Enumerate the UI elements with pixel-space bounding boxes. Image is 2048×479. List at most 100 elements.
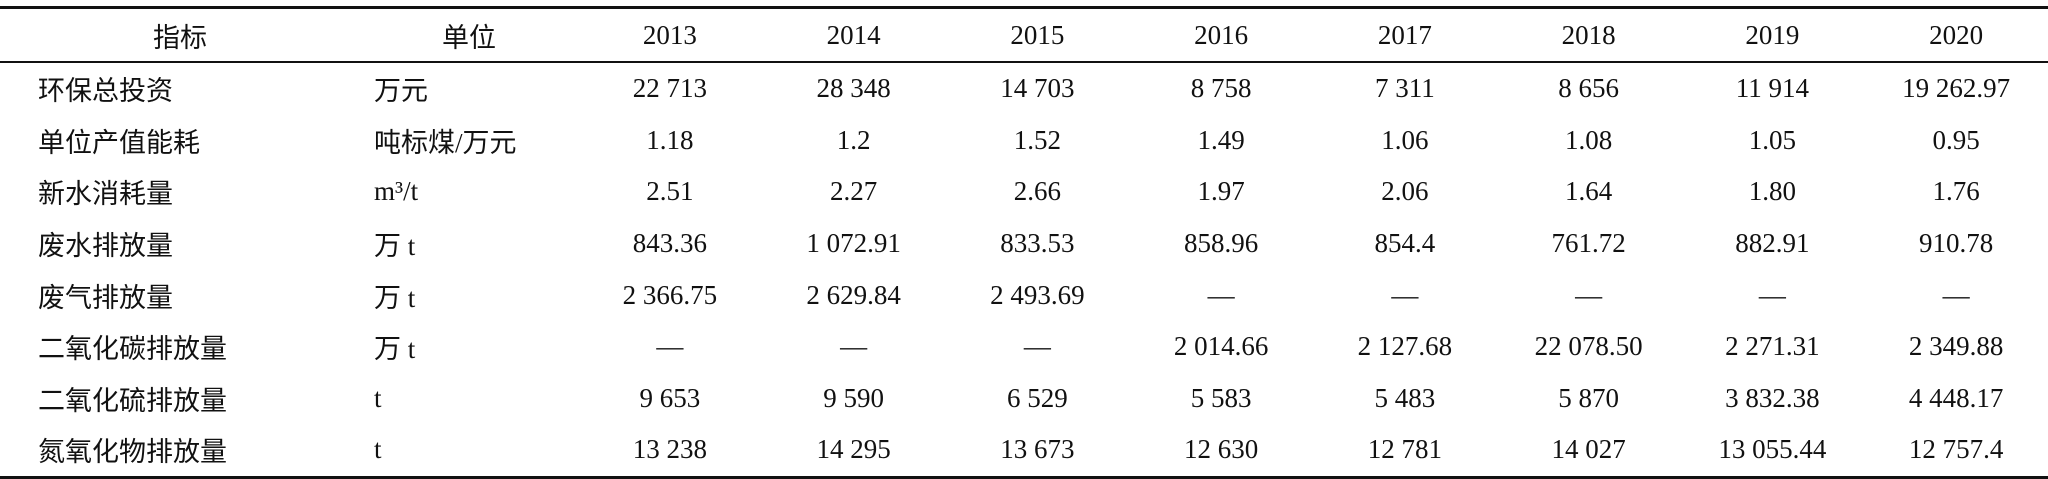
- value-cell: 1.64: [1565, 176, 1613, 207]
- row-label: 废气排放量: [38, 282, 173, 313]
- value-cell: 22 078.50: [1534, 331, 1643, 362]
- row-label: 单位产值能耗: [38, 127, 200, 158]
- header-cell: 2020: [1929, 19, 1984, 50]
- unit-cell: 万 t: [374, 334, 416, 365]
- value-cell: 2 493.69: [990, 279, 1085, 310]
- table-row: 单位产值能耗 吨标煤/万元 1.18 1.2 1.52 1.49 1.06 1.08 1.05 0…: [0, 115, 2048, 167]
- value-cell: 854.4: [1374, 228, 1436, 259]
- value-cell: 2.51: [646, 176, 694, 207]
- value-cell: 1.97: [1197, 176, 1245, 207]
- table-row: 氮氧化物排放量 t 13 238 14 295 13 673 12 630 12 781 14…: [0, 424, 2048, 478]
- value-cell: 5 870: [1558, 382, 1619, 413]
- value-cell: 2.66: [1013, 176, 1061, 207]
- header-cell: 2013: [642, 19, 697, 50]
- value-cell: 882.91: [1735, 228, 1810, 259]
- header-cell: 2015: [1010, 19, 1065, 50]
- value-cell: 9 653: [639, 382, 701, 413]
- value-cell: 2 127.68: [1357, 331, 1453, 362]
- table-row: 二氧化硫排放量 t 9 653 9 590 6 529 5 583 5 483 5 870 3 …: [0, 373, 2048, 425]
- value-cell: 6 529: [1007, 382, 1068, 413]
- value-cell: 14 027: [1551, 434, 1626, 465]
- unit-cell: 万元: [374, 76, 428, 107]
- value-cell: —: [1942, 279, 1970, 310]
- value-cell: 13 238: [632, 434, 707, 465]
- value-cell: 1.76: [1932, 176, 1980, 207]
- value-cell: 1.2: [836, 124, 871, 155]
- value-cell: 9 590: [823, 382, 884, 413]
- value-cell: 1.49: [1197, 124, 1245, 155]
- value-cell: 5 583: [1190, 382, 1252, 413]
- row-label: 新水消耗量: [38, 179, 173, 210]
- value-cell: 5 483: [1374, 382, 1436, 413]
- value-cell: —: [1023, 331, 1051, 362]
- value-cell: 0.95: [1932, 124, 1980, 155]
- value-cell: 13 673: [1000, 434, 1075, 465]
- value-cell: —: [656, 331, 684, 362]
- value-cell: 8 758: [1190, 73, 1252, 104]
- value-cell: 1 072.91: [806, 228, 901, 259]
- value-cell: 11 914: [1735, 73, 1809, 104]
- value-cell: 1.08: [1565, 124, 1613, 155]
- page: 指标 单位 2013 2014 2015 2016 2017 2018 2019 2020 环保总…: [0, 7, 2048, 478]
- row-label: 废水排放量: [38, 231, 173, 262]
- row-label: 环保总投资: [38, 76, 173, 107]
- value-cell: —: [1575, 279, 1603, 310]
- value-cell: 858.96: [1184, 228, 1259, 259]
- row-label: 二氧化硫排放量: [38, 385, 227, 416]
- value-cell: 12 757.4: [1908, 434, 2004, 465]
- value-cell: 14 703: [1000, 73, 1075, 104]
- value-cell: 12 781: [1367, 434, 1442, 465]
- header-cell: 2017: [1377, 19, 1432, 50]
- header-cell: 指标: [153, 22, 207, 53]
- header-cell: 2014: [826, 19, 881, 50]
- value-cell: 22 713: [632, 73, 707, 104]
- value-cell: 2 366.75: [622, 279, 718, 310]
- unit-cell: m³/t: [374, 176, 419, 207]
- value-cell: 2.27: [830, 176, 878, 207]
- header-cell: 单位: [442, 22, 496, 53]
- value-cell: 8 656: [1558, 73, 1619, 104]
- row-label: 二氧化碳排放量: [38, 334, 227, 365]
- header-cell: 2019: [1745, 19, 1800, 50]
- value-cell: 2 349.88: [1908, 331, 2004, 362]
- value-cell: 833.53: [1000, 228, 1075, 259]
- value-cell: —: [840, 331, 868, 362]
- value-cell: 3 832.38: [1725, 382, 1820, 413]
- value-cell: 1.06: [1381, 124, 1429, 155]
- value-cell: 19 262.97: [1902, 73, 2011, 104]
- table-row: 环保总投资 万元 22 713 28 348 14 703 8 758 7 311 8 656…: [0, 62, 2048, 115]
- row-label: 氮氧化物排放量: [38, 437, 227, 468]
- header-cell: 2018: [1561, 19, 1616, 50]
- table-row: 新水消耗量 m³/t 2.51 2.27 2.66 1.97 2.06 1.64 1.80 1.7…: [0, 166, 2048, 218]
- table-row: 废气排放量 万 t 2 366.75 2 629.84 2 493.69 — — — — —: [0, 269, 2048, 321]
- header-row: 指标 单位 2013 2014 2015 2016 2017 2018 2019 2020: [0, 7, 2048, 62]
- value-cell: 2 629.84: [806, 279, 901, 310]
- value-cell: 910.78: [1919, 228, 1994, 259]
- value-cell: 2.06: [1381, 176, 1429, 207]
- value-cell: 1.05: [1748, 124, 1796, 155]
- unit-cell: 万 t: [374, 282, 416, 313]
- unit-cell: t: [374, 434, 382, 465]
- value-cell: —: [1758, 279, 1786, 310]
- header-cell: 2016: [1194, 19, 1249, 50]
- value-cell: 14 295: [816, 434, 891, 465]
- value-cell: 1.52: [1013, 124, 1061, 155]
- value-cell: 13 055.44: [1718, 434, 1827, 465]
- value-cell: 7 311: [1375, 73, 1435, 104]
- value-cell: 1.18: [646, 124, 694, 155]
- value-cell: 761.72: [1551, 228, 1626, 259]
- value-cell: 4 448.17: [1908, 382, 2004, 413]
- value-cell: —: [1207, 279, 1235, 310]
- value-cell: 28 348: [816, 73, 891, 104]
- value-cell: 843.36: [632, 228, 707, 259]
- value-cell: —: [1391, 279, 1419, 310]
- table-row: 废水排放量 万 t 843.36 1 072.91 833.53 858.96 854.4 7…: [0, 218, 2048, 270]
- unit-cell: t: [374, 382, 382, 413]
- value-cell: 12 630: [1184, 434, 1259, 465]
- unit-cell: 万 t: [374, 231, 416, 262]
- value-cell: 2 014.66: [1173, 331, 1269, 362]
- unit-cell: 吨标煤/万元: [374, 127, 517, 158]
- table-row: 二氧化碳排放量 万 t — — — 2 014.66 2 127.68 22 078.50 2 …: [0, 321, 2048, 373]
- data-table: 指标 单位 2013 2014 2015 2016 2017 2018 2019 2020 环保总…: [0, 6, 2048, 479]
- value-cell: 1.80: [1748, 176, 1796, 207]
